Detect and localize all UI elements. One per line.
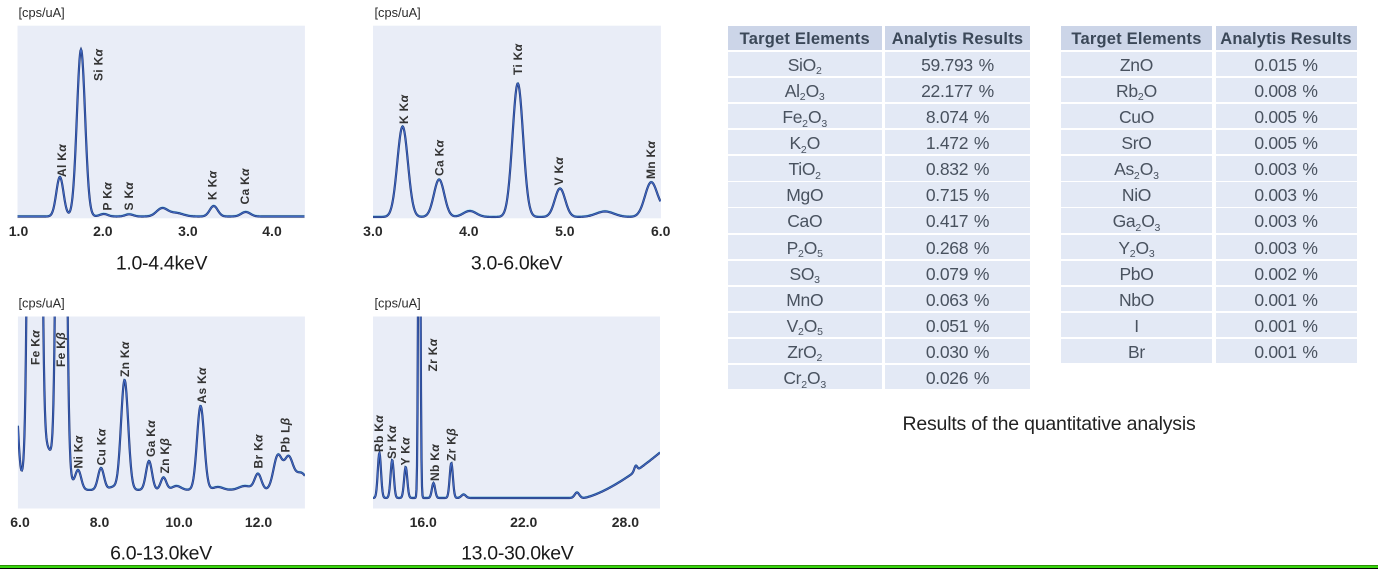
svg-text:12.0: 12.0 <box>245 514 272 530</box>
svg-text:P Kα: P Kα <box>100 182 114 211</box>
svg-text:S Kα: S Kα <box>122 182 136 211</box>
svg-text:6.0-13.0keV: 6.0-13.0keV <box>110 543 212 565</box>
svg-text:Sr Kα: Sr Kα <box>385 425 399 459</box>
svg-text:Zn Kβ: Zn Kβ <box>158 438 172 474</box>
svg-text:K Kα: K Kα <box>205 170 219 200</box>
svg-text:Ti Kα: Ti Kα <box>511 43 525 75</box>
svg-text:Zn Kα: Zn Kα <box>118 341 132 377</box>
svg-text:Al Kα: Al Kα <box>55 144 69 177</box>
svg-text:Ca Kα: Ca Kα <box>238 168 252 205</box>
svg-text:4.0: 4.0 <box>459 223 479 239</box>
svg-text:[cps/uA]: [cps/uA] <box>19 5 65 20</box>
svg-text:[cps/uA]: [cps/uA] <box>375 5 421 20</box>
svg-text:Br Kα: Br Kα <box>251 434 265 469</box>
svg-text:Ca Kα: Ca Kα <box>432 139 446 176</box>
svg-text:3.0-6.0keV: 3.0-6.0keV <box>471 253 563 275</box>
svg-text:3.0: 3.0 <box>363 223 383 239</box>
svg-text:Zr Kα: Zr Kα <box>426 338 440 371</box>
svg-text:13.0-30.0keV: 13.0-30.0keV <box>461 543 574 565</box>
svg-text:Pb Lβ: Pb Lβ <box>278 417 292 452</box>
svg-text:5.0: 5.0 <box>555 223 575 239</box>
svg-text:22.0: 22.0 <box>510 514 537 530</box>
svg-text:V Kα: V Kα <box>552 157 566 186</box>
svg-text:Cu Kα: Cu Kα <box>94 428 108 465</box>
svg-text:8.0: 8.0 <box>90 514 110 530</box>
svg-text:Rb Kα: Rb Kα <box>372 415 386 452</box>
svg-text:Fe Kβ: Fe Kβ <box>54 332 68 367</box>
svg-text:Y Kα: Y Kα <box>398 437 412 466</box>
svg-text:Fe Kα: Fe Kα <box>29 330 43 365</box>
svg-text:Ga Kα: Ga Kα <box>144 420 158 457</box>
svg-text:Si Kα: Si Kα <box>92 48 106 81</box>
svg-text:Mn Kα: Mn Kα <box>644 140 658 179</box>
svg-text:Nb Kα: Nb Kα <box>428 444 442 481</box>
svg-text:[cps/uA]: [cps/uA] <box>375 296 421 311</box>
svg-text:4.0: 4.0 <box>262 223 282 239</box>
svg-text:3.0: 3.0 <box>178 223 198 239</box>
svg-text:6.0: 6.0 <box>651 223 671 239</box>
svg-text:Ni Kα: Ni Kα <box>71 435 85 468</box>
svg-text:6.0: 6.0 <box>10 514 30 530</box>
svg-text:K Kα: K Kα <box>397 94 411 124</box>
svg-text:Zr Kβ: Zr Kβ <box>445 428 459 461</box>
svg-text:As Kα: As Kα <box>195 367 209 404</box>
svg-text:1.0: 1.0 <box>9 223 29 239</box>
svg-text:[cps/uA]: [cps/uA] <box>19 296 65 311</box>
svg-text:1.0-4.4keV: 1.0-4.4keV <box>116 253 208 275</box>
svg-text:10.0: 10.0 <box>165 514 192 530</box>
svg-text:28.0: 28.0 <box>612 514 639 530</box>
svg-text:2.0: 2.0 <box>93 223 113 239</box>
svg-text:16.0: 16.0 <box>410 514 437 530</box>
